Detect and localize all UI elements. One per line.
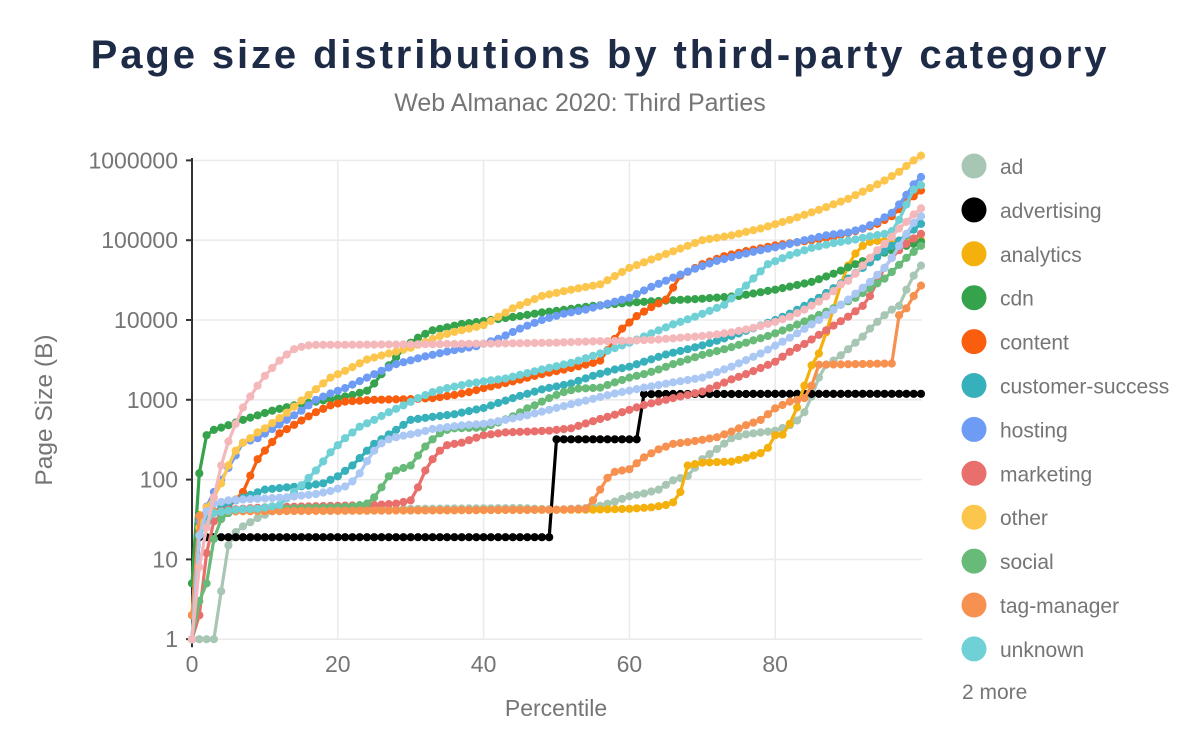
svg-text:Page Size (B): Page Size (B) <box>31 334 58 485</box>
svg-text:unknown: unknown <box>1000 639 1084 662</box>
svg-text:80: 80 <box>762 651 788 677</box>
svg-text:60: 60 <box>617 651 643 677</box>
svg-text:hosting: hosting <box>1000 419 1068 442</box>
svg-text:1000: 1000 <box>127 387 178 413</box>
svg-text:10: 10 <box>152 546 178 572</box>
svg-text:10000: 10000 <box>114 307 178 333</box>
svg-text:Web Almanac 2020: Third Partie: Web Almanac 2020: Third Parties <box>394 89 766 117</box>
svg-text:analytics: analytics <box>1000 244 1082 267</box>
svg-text:2 more: 2 more <box>962 681 1027 704</box>
svg-text:advertising: advertising <box>1000 200 1102 223</box>
svg-text:100: 100 <box>140 467 178 493</box>
svg-text:0: 0 <box>186 651 199 677</box>
svg-text:social: social <box>1000 551 1054 574</box>
svg-text:1: 1 <box>165 626 178 652</box>
svg-text:Percentile: Percentile <box>505 695 607 721</box>
svg-text:marketing: marketing <box>1000 463 1092 486</box>
svg-text:content: content <box>1000 332 1069 355</box>
svg-text:customer-success: customer-success <box>1000 376 1169 399</box>
svg-text:40: 40 <box>471 651 497 677</box>
svg-text:20: 20 <box>325 651 351 677</box>
svg-text:cdn: cdn <box>1000 288 1034 311</box>
svg-text:tag-manager: tag-manager <box>1000 595 1119 618</box>
svg-text:ad: ad <box>1000 156 1023 179</box>
svg-text:1000000: 1000000 <box>88 147 178 173</box>
svg-text:100000: 100000 <box>101 227 178 253</box>
svg-text:Page size distributions by thi: Page size distributions by third-party c… <box>91 33 1110 77</box>
svg-text:other: other <box>1000 507 1048 530</box>
